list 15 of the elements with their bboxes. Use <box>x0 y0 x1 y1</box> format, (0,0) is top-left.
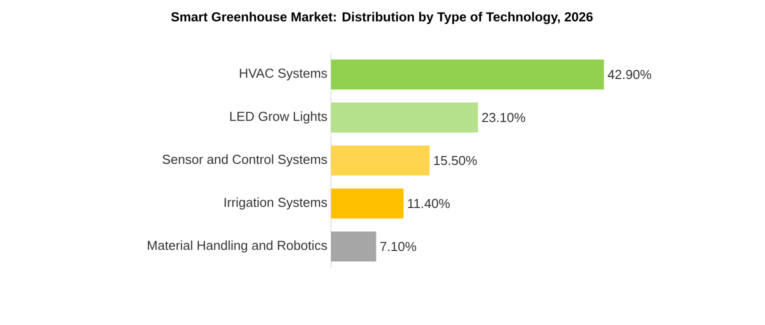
bar <box>331 146 430 176</box>
data-label: 42.90% <box>608 70 652 80</box>
data-label: 11.40% <box>408 198 450 208</box>
data-label: 15.50% <box>434 156 477 166</box>
y-tick-label: LED Grow Lights <box>230 111 327 124</box>
bar <box>331 60 604 90</box>
data-label: 7.10% <box>380 242 416 252</box>
chart-title: Smart Greenhouse Market: Distribution by Type of Technology, 2026 <box>171 12 593 24</box>
y-tick-label: Irrigation Systems <box>224 197 327 210</box>
y-tick-label: Material Handling and Robotics <box>148 240 327 253</box>
bar <box>331 102 478 132</box>
y-tick-label: Sensor and Control Systems <box>162 154 327 167</box>
data-label: 23.10% <box>482 112 526 122</box>
bar <box>331 188 404 218</box>
y-tick-label: HVAC Systems <box>240 68 327 80</box>
